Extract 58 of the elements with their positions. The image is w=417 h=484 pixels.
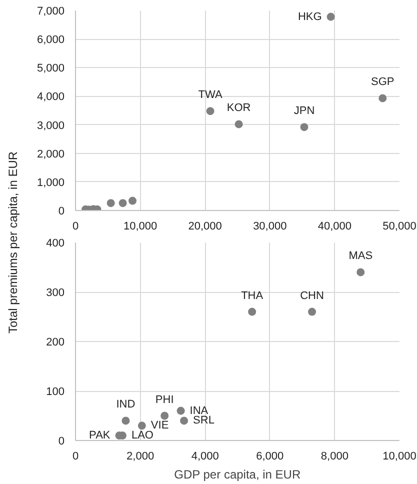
point: [138, 422, 146, 430]
point: [248, 308, 256, 316]
y-tick-label: 0: [58, 436, 65, 448]
annotation: SRL: [193, 414, 214, 427]
point: [160, 412, 169, 420]
point: [356, 268, 365, 276]
annotation: TWA: [198, 89, 223, 102]
point: [118, 199, 127, 208]
point: [206, 107, 214, 116]
x-tick-label: 10,000: [123, 220, 158, 232]
x-tick-label: 0: [72, 450, 79, 462]
point: [300, 123, 308, 132]
y-tick-label: 0: [58, 206, 65, 218]
annotation: JPN: [294, 105, 315, 118]
point: [176, 406, 185, 415]
annotation: MAS: [348, 250, 373, 262]
y-tick-label: 7,000: [36, 6, 65, 18]
point: [308, 308, 316, 316]
y-tick-label: 5,000: [36, 62, 65, 75]
x-tick-label: 30,000: [253, 220, 287, 232]
x-tick-label: 50,000: [382, 220, 416, 232]
annotation: CHN: [300, 290, 324, 302]
x-tick-label: 2,000: [126, 450, 154, 462]
x-tick-label: 10,000: [382, 450, 416, 462]
annotation: INA: [190, 404, 209, 417]
annotation: HKG: [298, 10, 322, 23]
point: [106, 199, 115, 208]
annotation: SGP: [371, 76, 394, 88]
y-axis-title: Total premiums per capita, in EUR: [6, 151, 20, 334]
point: [326, 12, 335, 21]
annotation: VIE: [150, 420, 169, 432]
y-tick-label: 1,000: [36, 176, 65, 189]
y-tick-label: 3,000: [36, 120, 65, 132]
y-tick-label: 6,000: [36, 34, 65, 46]
point: [180, 416, 188, 425]
y-tick-label: 2,000: [36, 148, 65, 160]
annotation: KOR: [226, 102, 251, 114]
x-tick-label: 40,000: [318, 220, 352, 232]
annotation: LAO: [131, 430, 154, 442]
point: [234, 120, 243, 128]
x-tick-label: 8,000: [320, 450, 348, 462]
annotation: PHI: [155, 394, 174, 406]
x-tick-label: 6,000: [256, 450, 284, 462]
annotation: PAK: [89, 430, 111, 442]
x-tick-label: 20,000: [188, 220, 222, 232]
annotation: IND: [116, 398, 136, 411]
point: [122, 416, 130, 425]
x-tick-label: 4,000: [191, 450, 219, 462]
point: [378, 94, 387, 102]
annotation: THA: [241, 290, 264, 302]
y-tick-label: 100: [46, 386, 65, 398]
y-tick-label: 300: [46, 287, 65, 299]
y-tick-label: 400: [46, 238, 65, 250]
y-tick-label: 200: [46, 336, 65, 348]
x-axis-title: GDP per capita, in EUR: [174, 468, 301, 482]
y-tick-label: 4,000: [36, 91, 65, 104]
x-tick-label: 0: [72, 220, 79, 232]
point: [128, 196, 137, 205]
